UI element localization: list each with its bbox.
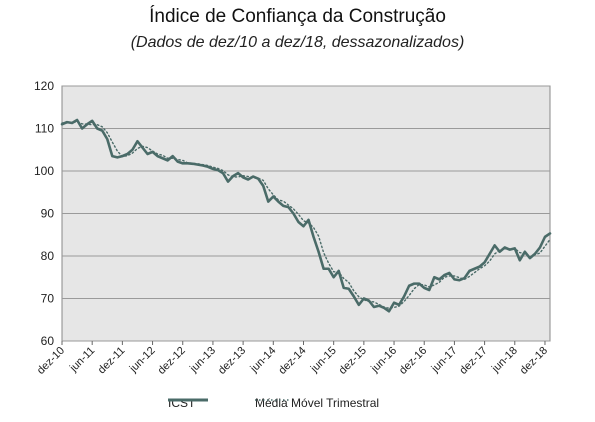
x-tick-label: jun-17 xyxy=(429,345,460,376)
legend-label-moving-average: Média Móvel Trimestral xyxy=(255,396,380,410)
series-line-moving-average xyxy=(61,121,551,309)
legend-swatch-dotted xyxy=(255,399,291,401)
x-tick-label: jun-14 xyxy=(248,345,279,376)
x-tick-label: jun-13 xyxy=(187,345,218,376)
x-tick-label: jun-15 xyxy=(308,345,339,376)
x-tick-label: jun-12 xyxy=(127,345,158,376)
x-tick-label: dez-14 xyxy=(276,345,308,377)
x-tick-label: jun-16 xyxy=(368,345,399,376)
chart-subtitle: (Dados de dez/10 a dez/18, dessazonaliza… xyxy=(130,34,465,51)
x-tick-label: jun-18 xyxy=(489,345,520,376)
legend-swatch-solid xyxy=(168,398,208,402)
y-tick-label: 100 xyxy=(34,164,54,178)
x-tick-label: dez-10 xyxy=(35,345,67,377)
x-tick-label: dez-17 xyxy=(457,345,489,377)
y-tick-label: 120 xyxy=(34,79,54,93)
x-tick-label: dez-15 xyxy=(337,345,369,377)
x-tick-label: dez-13 xyxy=(216,345,248,377)
y-tick-label: 70 xyxy=(41,292,55,306)
series-line-icst xyxy=(60,118,552,313)
x-tick-label: dez-12 xyxy=(156,345,188,377)
legend-item-icst: ICST xyxy=(168,396,208,410)
chart-legend: ICST Média Móvel Trimestral xyxy=(0,396,595,416)
x-tick-label: dez-18 xyxy=(518,345,550,377)
x-tick-label: dez-11 xyxy=(96,345,128,377)
legend-item-moving-average: Média Móvel Trimestral xyxy=(255,396,379,410)
y-tick-label: 90 xyxy=(41,207,55,221)
y-tick-label: 60 xyxy=(41,334,55,348)
y-tick-label: 110 xyxy=(35,122,54,136)
y-tick-label: 80 xyxy=(41,249,55,263)
x-tick-label: dez-16 xyxy=(397,345,429,377)
chart-title: Índice de Confiança da Construção xyxy=(149,6,446,27)
x-tick-label: jun-11 xyxy=(67,345,97,375)
